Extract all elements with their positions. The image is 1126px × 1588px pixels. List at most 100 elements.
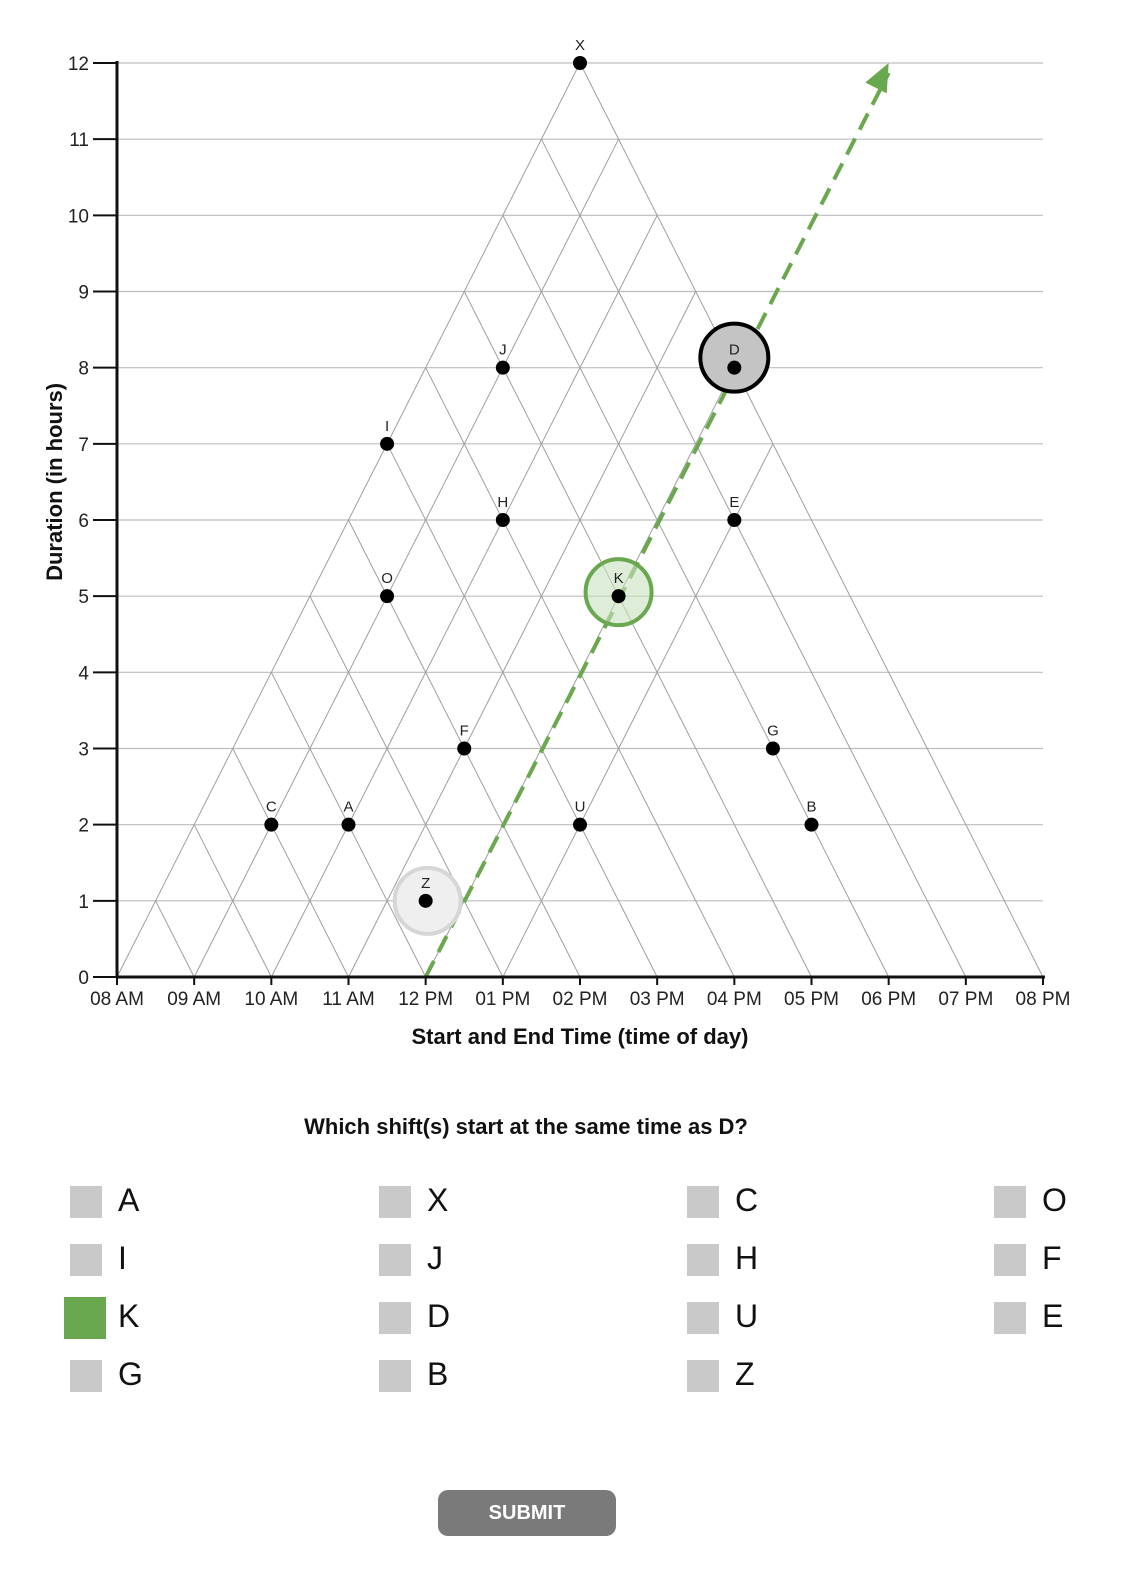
- y-tick-label: 7: [78, 435, 89, 456]
- shift-point-j[interactable]: [495, 360, 510, 375]
- points-layer[interactable]: X J D I H E O K F G C A U B Z: [264, 37, 819, 936]
- y-tick-label: 2: [78, 816, 89, 837]
- start-time-guide-line: [423, 72, 891, 978]
- shift-label-h: H: [497, 494, 508, 511]
- shift-label-u: U: [575, 799, 586, 816]
- y-tick-label: 6: [78, 511, 89, 532]
- diagonal-gridline: [309, 595, 504, 978]
- guide-layer: [423, 63, 891, 978]
- shift-label-o: O: [381, 570, 393, 587]
- option-u[interactable]: U: [687, 1294, 847, 1338]
- option-checkbox[interactable]: [687, 1186, 719, 1218]
- x-tick-label: 07 PM: [938, 989, 993, 1010]
- x-tick-label: 06 PM: [861, 989, 916, 1010]
- shift-point-u[interactable]: [573, 817, 587, 832]
- option-label: F: [1042, 1240, 1062, 1276]
- option-x[interactable]: X: [379, 1178, 539, 1222]
- x-tick-label: 03 PM: [630, 989, 685, 1010]
- option-b[interactable]: B: [379, 1352, 539, 1396]
- shift-point-d[interactable]: [727, 360, 742, 375]
- submit-button[interactable]: SUBMIT: [438, 1490, 616, 1536]
- diagonal-gridline: [193, 138, 620, 978]
- shift-point-c[interactable]: [264, 817, 279, 832]
- y-tick-label: 0: [78, 968, 89, 989]
- option-label: H: [735, 1240, 759, 1276]
- option-checkbox[interactable]: [379, 1186, 411, 1218]
- x-tick-label: 12 PM: [398, 989, 453, 1010]
- y-tick-label: 4: [78, 663, 89, 684]
- option-g[interactable]: G: [70, 1352, 230, 1396]
- option-j[interactable]: J: [379, 1236, 539, 1280]
- option-checkbox[interactable]: [70, 1360, 102, 1392]
- option-i[interactable]: I: [70, 1236, 230, 1280]
- shift-point-h[interactable]: [495, 513, 510, 527]
- option-label: O: [1042, 1182, 1067, 1218]
- option-checkbox[interactable]: [379, 1360, 411, 1392]
- option-checkbox[interactable]: [994, 1186, 1026, 1218]
- option-label: A: [118, 1182, 140, 1218]
- shift-label-e: E: [729, 494, 739, 511]
- diagonal-gridline: [348, 291, 697, 978]
- selected-shift-ring: [698, 321, 771, 394]
- option-k[interactable]: K: [64, 1294, 230, 1339]
- x-tick-label: 10 AM: [244, 989, 298, 1010]
- shift-point-f[interactable]: [457, 741, 472, 756]
- option-checkbox[interactable]: [64, 1297, 106, 1339]
- option-label: I: [118, 1240, 127, 1276]
- option-checkbox[interactable]: [687, 1244, 719, 1276]
- shift-point-g[interactable]: [765, 741, 780, 756]
- x-tick-label: 01 PM: [475, 989, 530, 1010]
- shift-label-c: C: [266, 799, 277, 816]
- y-tick-label: 3: [78, 740, 89, 761]
- y-tick-label: 9: [78, 283, 89, 304]
- shift-point-o[interactable]: [380, 589, 395, 604]
- option-h[interactable]: H: [687, 1236, 847, 1280]
- y-axis-title: Duration (in hours): [42, 383, 67, 581]
- x-tick-label: 11 AM: [322, 989, 374, 1010]
- option-checkbox[interactable]: [70, 1186, 102, 1218]
- diagonal-gridline: [502, 215, 890, 978]
- option-checkbox[interactable]: [70, 1244, 102, 1276]
- shift-point-i[interactable]: [380, 436, 395, 451]
- option-z[interactable]: Z: [687, 1352, 847, 1396]
- option-label: X: [427, 1182, 449, 1218]
- shift-point-k[interactable]: [611, 589, 626, 604]
- option-label: K: [118, 1298, 140, 1334]
- shift-label-k: K: [614, 570, 624, 587]
- x-tick-label: 05 PM: [784, 989, 839, 1010]
- shift-label-j: J: [499, 342, 507, 359]
- diagonal-gridline: [502, 443, 774, 978]
- option-checkbox[interactable]: [379, 1244, 411, 1276]
- option-checkbox[interactable]: [379, 1302, 411, 1334]
- answer-options: A X C O I J H F K D U E G B Z: [62, 1178, 1072, 1408]
- diagonal-gridline: [386, 443, 658, 978]
- option-d[interactable]: D: [379, 1294, 539, 1338]
- shift-label-d: D: [729, 342, 740, 359]
- y-tick-label: 5: [78, 587, 89, 608]
- shift-label-b: B: [806, 799, 816, 816]
- diagonal-gridline: [463, 291, 812, 978]
- option-o[interactable]: O: [994, 1178, 1126, 1222]
- shift-point-x[interactable]: [573, 56, 587, 70]
- x-tick-label: 08 PM: [1016, 989, 1071, 1010]
- option-checkbox[interactable]: [994, 1302, 1026, 1334]
- option-c[interactable]: C: [687, 1178, 847, 1222]
- option-checkbox[interactable]: [994, 1244, 1026, 1276]
- shift-point-b[interactable]: [804, 817, 819, 832]
- diagonal-gridline: [232, 748, 349, 978]
- option-f[interactable]: F: [994, 1236, 1126, 1280]
- shift-point-a[interactable]: [341, 817, 356, 832]
- option-label: U: [735, 1298, 759, 1334]
- x-tick-label: 02 PM: [553, 989, 608, 1010]
- option-e[interactable]: E: [994, 1294, 1126, 1338]
- shift-point-e[interactable]: [727, 513, 742, 527]
- shift-label-a: A: [343, 799, 353, 816]
- grid-layer: [116, 62, 1044, 978]
- shift-point-z[interactable]: [418, 893, 433, 908]
- diagonal-gridline: [155, 900, 195, 978]
- option-checkbox[interactable]: [687, 1360, 719, 1392]
- option-a[interactable]: A: [70, 1178, 230, 1222]
- option-checkbox[interactable]: [687, 1302, 719, 1334]
- y-tick-label: 1: [78, 892, 89, 913]
